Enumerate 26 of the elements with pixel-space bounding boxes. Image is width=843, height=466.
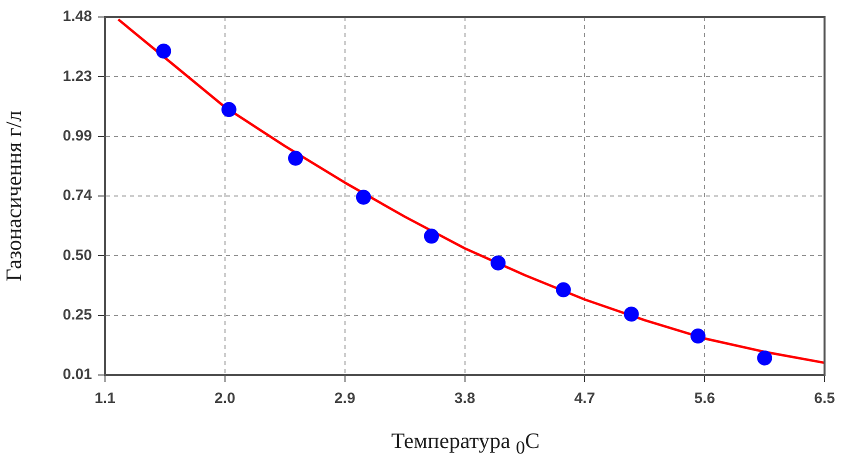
y-tick-label: 0.99 xyxy=(62,127,92,144)
point xyxy=(288,150,304,166)
y-tick-label: 0.74 xyxy=(62,187,93,204)
y-tick-label: 0.01 xyxy=(62,366,92,384)
x-tick-label: 3.8 xyxy=(454,390,476,408)
point xyxy=(356,190,372,205)
point xyxy=(690,328,706,344)
x-tick-label: 5.6 xyxy=(694,390,716,408)
point xyxy=(757,350,772,366)
point xyxy=(490,255,506,270)
x-tick-label: 2.9 xyxy=(334,390,356,408)
y-tick-label: 0.25 xyxy=(62,306,92,324)
x-axis-title: Температура $_{0}$C xyxy=(390,428,541,458)
x-tick-label: 1.1 xyxy=(94,390,116,408)
point xyxy=(556,282,571,298)
y-tick-label: 0.50 xyxy=(62,246,92,264)
y-tick-label: 1.23 xyxy=(62,68,92,85)
x-tick-label: 2.0 xyxy=(214,390,236,408)
point xyxy=(221,102,236,118)
x-tick-label: 6.5 xyxy=(814,390,836,408)
point xyxy=(156,44,172,59)
point xyxy=(624,306,639,322)
x-tick-label: 4.7 xyxy=(574,390,596,408)
point xyxy=(424,228,439,244)
y-tick-label: 1.48 xyxy=(62,8,92,26)
y-axis-title: Газонасичення г/л xyxy=(0,110,26,282)
